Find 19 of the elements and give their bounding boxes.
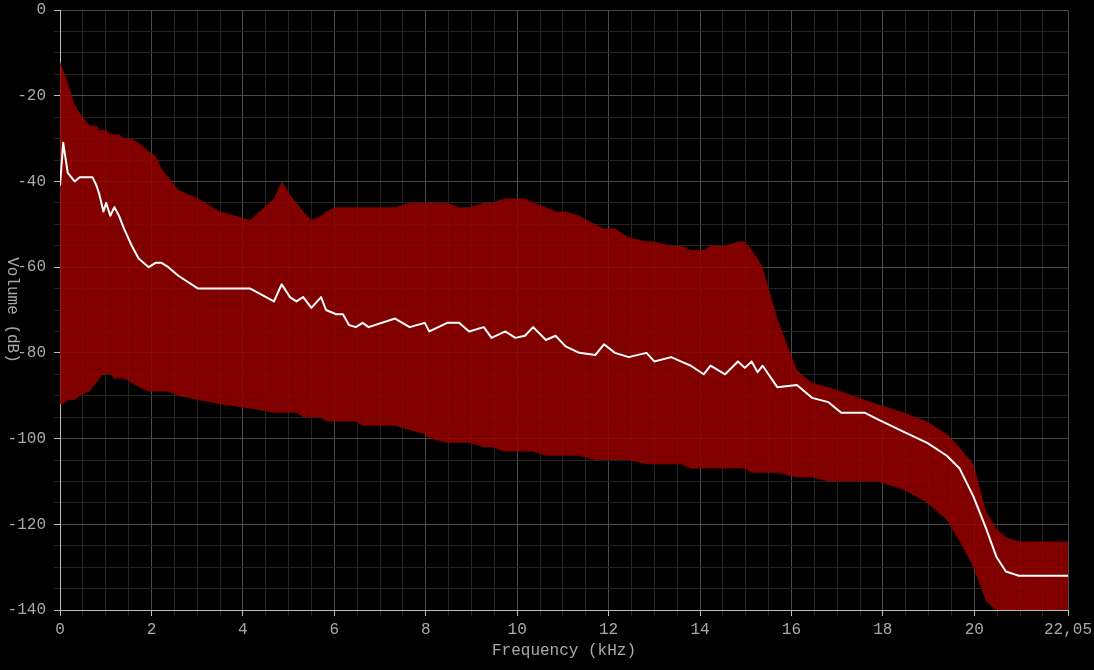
- x-tick-label: 6: [329, 620, 340, 639]
- x-tick-label: 14: [690, 620, 710, 639]
- y-tick-label: -100: [7, 429, 46, 448]
- y-tick-label: 0: [36, 1, 46, 20]
- x-tick-label: 8: [420, 620, 431, 639]
- x-tick-label: 4: [238, 620, 248, 639]
- y-tick-label: -40: [17, 172, 46, 191]
- x-tick-label: 12: [598, 620, 619, 639]
- x-tick-label: 18: [873, 620, 893, 639]
- y-tick-label: -140: [7, 601, 46, 620]
- x-axis-title: Frequency (kHz): [491, 641, 637, 660]
- x-tick-label: 0: [55, 620, 65, 639]
- x-tick-label: 10: [507, 620, 527, 639]
- x-tick-label: 20: [964, 620, 984, 639]
- x-tick-label: 16: [781, 620, 802, 639]
- y-tick-label: -20: [17, 86, 46, 105]
- y-tick-label: -120: [7, 515, 46, 534]
- x-tick-label: 22,05: [1043, 620, 1093, 639]
- x-tick-label: 2: [146, 620, 157, 639]
